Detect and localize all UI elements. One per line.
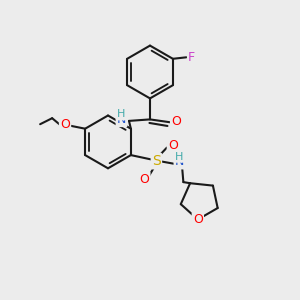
Text: O: O [171,115,181,128]
Text: H: H [175,152,184,162]
Text: O: O [60,118,70,131]
Text: H: H [117,109,126,119]
Text: N: N [175,155,184,168]
Text: S: S [152,154,161,168]
Text: O: O [168,139,178,152]
Text: O: O [140,172,149,186]
Text: F: F [188,51,195,64]
Text: N: N [117,113,126,126]
Text: O: O [193,213,203,226]
